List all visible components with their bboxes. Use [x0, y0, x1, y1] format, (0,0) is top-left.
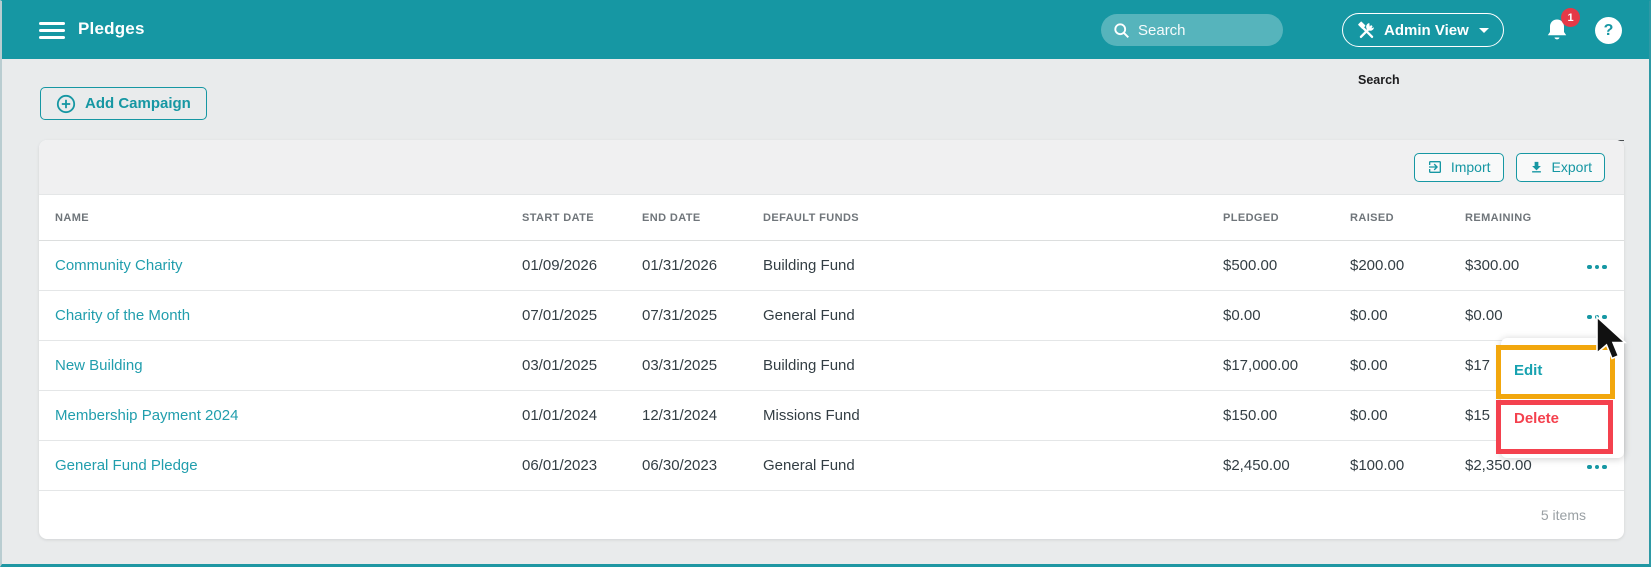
table-row: Charity of the Month 07/01/2025 07/31/20…	[39, 291, 1624, 341]
default-funds-cell: Building Fund	[763, 357, 855, 374]
table-row: Community Charity 01/09/2026 01/31/2026 …	[39, 241, 1624, 291]
plus-circle-icon	[56, 94, 76, 113]
bell-icon	[1547, 19, 1567, 40]
pledged-cell: $2,450.00	[1223, 457, 1290, 474]
raised-cell: $0.00	[1350, 407, 1388, 424]
start-date-cell: 07/01/2025	[522, 307, 598, 324]
end-date-cell: 12/31/2024	[642, 407, 718, 424]
notification-badge: 1	[1561, 8, 1580, 27]
start-date-cell: 03/01/2025	[522, 357, 598, 374]
export-button[interactable]: Export	[1515, 152, 1605, 182]
row-actions-button[interactable]	[1587, 259, 1607, 276]
campaign-name-link[interactable]: Membership Payment 2024	[55, 407, 239, 424]
magnifier-icon	[1114, 22, 1129, 38]
import-button[interactable]: Import	[1413, 152, 1504, 182]
global-search[interactable]	[1101, 14, 1283, 46]
remaining-cell: $17	[1465, 357, 1491, 374]
table-footer: 5 items	[39, 491, 1624, 538]
add-campaign-button[interactable]: Add Campaign	[40, 87, 207, 120]
col-header-name: NAME	[55, 211, 89, 224]
import-label: Import	[1450, 159, 1491, 175]
table-header-row: NAME START DATE END DATE DEFAULT FUNDS P…	[39, 195, 1624, 241]
hamburger-icon[interactable]	[39, 22, 65, 39]
help-button[interactable]: ?	[1595, 17, 1622, 44]
remaining-cell: $15	[1465, 407, 1491, 424]
raised-cell: $0.00	[1350, 357, 1388, 374]
export-label: Export	[1551, 159, 1592, 175]
question-icon: ?	[1603, 21, 1614, 39]
raised-cell: $0.00	[1350, 307, 1388, 324]
remaining-cell: $2,350.00	[1465, 457, 1532, 474]
campaigns-table-card: Import Export NAME START DATE END DATE D…	[39, 140, 1624, 539]
raised-cell: $100.00	[1350, 457, 1405, 474]
cursor-arrow-icon	[1596, 315, 1628, 360]
pledged-cell: $500.00	[1223, 257, 1278, 274]
pledged-cell: $150.00	[1223, 407, 1278, 424]
menu-item-delete[interactable]: Delete	[1514, 409, 1560, 427]
start-date-cell: 01/09/2026	[522, 257, 598, 274]
notifications-button[interactable]: 1	[1545, 8, 1580, 47]
admin-view-label: Admin View	[1384, 21, 1469, 39]
delete-highlight-box	[1496, 400, 1613, 454]
campaign-name-link[interactable]: New Building	[55, 357, 143, 374]
col-header-end-date: END DATE	[642, 211, 701, 224]
start-date-cell: 06/01/2023	[522, 457, 598, 474]
download-icon	[1531, 161, 1541, 172]
remaining-cell: $300.00	[1465, 257, 1520, 274]
table-row: Membership Payment 2024 01/01/2024 12/31…	[39, 391, 1624, 441]
col-header-raised: RAISED	[1350, 211, 1394, 224]
end-date-cell: 06/30/2023	[642, 457, 718, 474]
table-row: General Fund Pledge 06/01/2023 06/30/202…	[39, 441, 1624, 491]
default-funds-cell: Building Fund	[763, 257, 855, 274]
col-header-remaining: REMAINING	[1465, 211, 1532, 224]
end-date-cell: 03/31/2025	[642, 357, 718, 374]
end-date-cell: 01/31/2026	[642, 257, 718, 274]
table-body: Community Charity 01/09/2026 01/31/2026 …	[39, 241, 1624, 491]
tools-icon	[1358, 21, 1375, 38]
raised-cell: $200.00	[1350, 257, 1405, 274]
pledged-cell: $17,000.00	[1223, 357, 1299, 374]
admin-view-button[interactable]: Admin View	[1342, 13, 1504, 47]
default-funds-cell: General Fund	[763, 457, 855, 474]
items-count: 5 items	[1540, 506, 1586, 523]
row-actions-button[interactable]	[1587, 459, 1607, 476]
campaign-name-link[interactable]: Charity of the Month	[55, 307, 191, 324]
remaining-cell: $0.00	[1465, 307, 1503, 324]
default-funds-cell: General Fund	[763, 307, 855, 324]
edit-highlight-box	[1496, 345, 1615, 399]
filter-search-input[interactable]	[1358, 117, 1624, 141]
campaign-name-link[interactable]: General Fund Pledge	[55, 457, 198, 474]
campaign-name-link[interactable]: Community Charity	[55, 257, 183, 274]
global-search-input[interactable]	[1138, 21, 1258, 39]
caret-down-icon	[1478, 27, 1489, 33]
end-date-cell: 07/31/2025	[642, 307, 718, 324]
col-header-start-date: START DATE	[522, 211, 595, 224]
start-date-cell: 01/01/2024	[522, 407, 598, 424]
add-campaign-label: Add Campaign	[85, 95, 191, 112]
col-header-default-funds: DEFAULT FUNDS	[763, 211, 860, 224]
menu-item-edit[interactable]: Edit	[1514, 361, 1543, 379]
table-row: New Building 03/01/2025 03/31/2025 Build…	[39, 341, 1624, 391]
col-header-pledged: PLEDGED	[1223, 211, 1279, 224]
filter-search-label: Search	[1358, 73, 1400, 87]
pledged-cell: $0.00	[1223, 307, 1261, 324]
page-title: Pledges	[78, 19, 145, 38]
default-funds-cell: Missions Fund	[763, 407, 860, 424]
app-header: Pledges Admin View	[2, 1, 1649, 59]
table-toolbar: Import Export	[39, 140, 1624, 195]
file-import-icon	[1428, 161, 1441, 173]
filter-search: Search	[1358, 71, 1624, 141]
